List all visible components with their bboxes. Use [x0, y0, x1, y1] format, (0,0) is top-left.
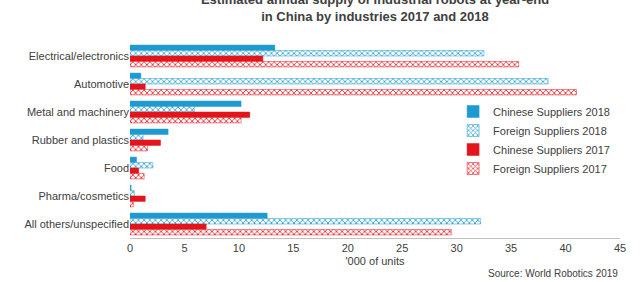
svg-text:Pharma/cosmetics: Pharma/cosmetics [39, 190, 130, 202]
svg-text:Rubber and plastics: Rubber and plastics [32, 134, 130, 146]
svg-text:40: 40 [559, 242, 571, 254]
svg-text:Food: Food [104, 162, 129, 174]
svg-text:'000 of units: '000 of units [346, 255, 405, 267]
svg-text:Estimated annual supply of ind: Estimated annual supply of industrial ro… [201, 0, 549, 24]
svg-text:10: 10 [233, 242, 245, 254]
svg-text:30: 30 [451, 242, 463, 254]
svg-text:35: 35 [505, 242, 517, 254]
svg-text:5: 5 [181, 242, 187, 254]
svg-text:Metal and machinery: Metal and machinery [27, 106, 130, 118]
svg-text:Chinese Suppliers 2018: Chinese Suppliers 2018 [493, 106, 610, 118]
svg-text:15: 15 [287, 242, 299, 254]
svg-text:Foreign Suppliers 2018: Foreign Suppliers 2018 [493, 125, 607, 137]
svg-text:Chinese Suppliers 2017: Chinese Suppliers 2017 [493, 144, 610, 156]
svg-text:25: 25 [396, 242, 408, 254]
svg-text:All others/unspecified: All others/unspecified [24, 218, 129, 230]
svg-text:45: 45 [614, 242, 626, 254]
svg-text:Electrical/electronics: Electrical/electronics [29, 50, 130, 62]
svg-text:Source: World Robotics 2019: Source: World Robotics 2019 [488, 268, 618, 279]
svg-text:Automotive: Automotive [74, 78, 129, 90]
svg-text:0: 0 [127, 242, 133, 254]
svg-text:20: 20 [342, 242, 354, 254]
svg-text:Foreign Suppliers 2017: Foreign Suppliers 2017 [493, 163, 607, 175]
